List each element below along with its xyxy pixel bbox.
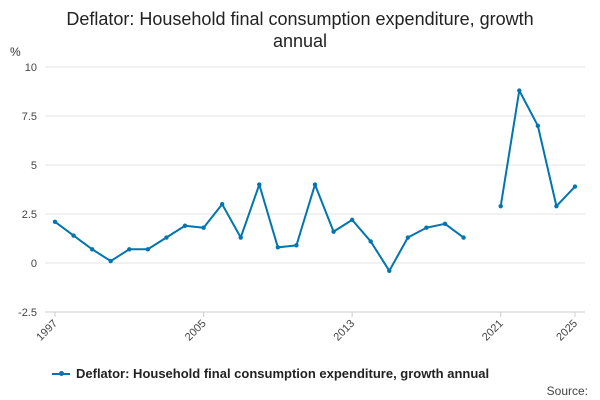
data-point[interactable] bbox=[424, 225, 429, 230]
data-point[interactable] bbox=[554, 203, 559, 209]
x-tick-label: 2021 bbox=[480, 318, 506, 344]
data-point[interactable] bbox=[89, 247, 95, 252]
data-point[interactable] bbox=[108, 258, 113, 264]
x-tick-label: 1997 bbox=[34, 318, 60, 344]
data-point[interactable] bbox=[572, 184, 578, 189]
data-point[interactable] bbox=[52, 219, 58, 225]
data-point[interactable] bbox=[349, 217, 355, 223]
series-layer bbox=[52, 88, 578, 274]
data-point[interactable] bbox=[387, 268, 392, 274]
y-tick-label: -2.5 bbox=[18, 307, 37, 319]
chart-title: Deflator: Household final consumption ex… bbox=[0, 8, 600, 52]
chart-title-line-2: annual bbox=[272, 31, 328, 51]
legend-label: Deflator: Household final consumption ex… bbox=[76, 366, 490, 381]
data-point[interactable] bbox=[127, 247, 132, 252]
data-point[interactable] bbox=[294, 243, 299, 248]
x-tick-label: 2005 bbox=[183, 318, 209, 344]
chart-title-line-1: Deflator: Household final consumption ex… bbox=[66, 9, 534, 29]
data-point[interactable] bbox=[405, 235, 411, 240]
x-tick-label: 2013 bbox=[331, 318, 357, 344]
y-tick-label: 5 bbox=[31, 160, 37, 172]
data-point[interactable] bbox=[182, 223, 188, 228]
axes: -2.5 0 2.5 5 7.5 10 1997 2005 2013 2021 2025 bbox=[18, 62, 585, 343]
data-point[interactable] bbox=[517, 88, 522, 93]
y-tick-label: 7.5 bbox=[22, 111, 37, 123]
source-label: Source: bbox=[546, 384, 588, 398]
data-point[interactable] bbox=[145, 247, 151, 252]
data-point[interactable] bbox=[201, 225, 206, 230]
data-point[interactable] bbox=[368, 239, 373, 244]
data-point[interactable] bbox=[219, 202, 225, 207]
data-point[interactable] bbox=[275, 245, 281, 250]
y-tick-label: 2.5 bbox=[22, 209, 37, 221]
legend: Deflator: Household final consumption ex… bbox=[52, 366, 489, 381]
data-point[interactable] bbox=[257, 182, 262, 187]
x-tick-label: 2025 bbox=[554, 318, 580, 344]
y-tick-label: 10 bbox=[25, 62, 37, 74]
data-point[interactable] bbox=[461, 235, 466, 240]
y-tick-label: 0 bbox=[31, 258, 37, 270]
data-point[interactable] bbox=[164, 235, 169, 240]
data-point[interactable] bbox=[498, 203, 503, 209]
data-point[interactable] bbox=[312, 182, 318, 187]
data-point[interactable] bbox=[238, 235, 243, 240]
data-point[interactable] bbox=[442, 221, 448, 226]
series-line bbox=[54, 183, 465, 272]
y-axis-unit: % bbox=[10, 45, 21, 59]
data-point[interactable] bbox=[535, 123, 541, 128]
data-point[interactable] bbox=[71, 233, 76, 238]
data-point[interactable] bbox=[331, 229, 336, 234]
legend-swatch-icon bbox=[52, 370, 70, 376]
series-line bbox=[499, 89, 576, 208]
